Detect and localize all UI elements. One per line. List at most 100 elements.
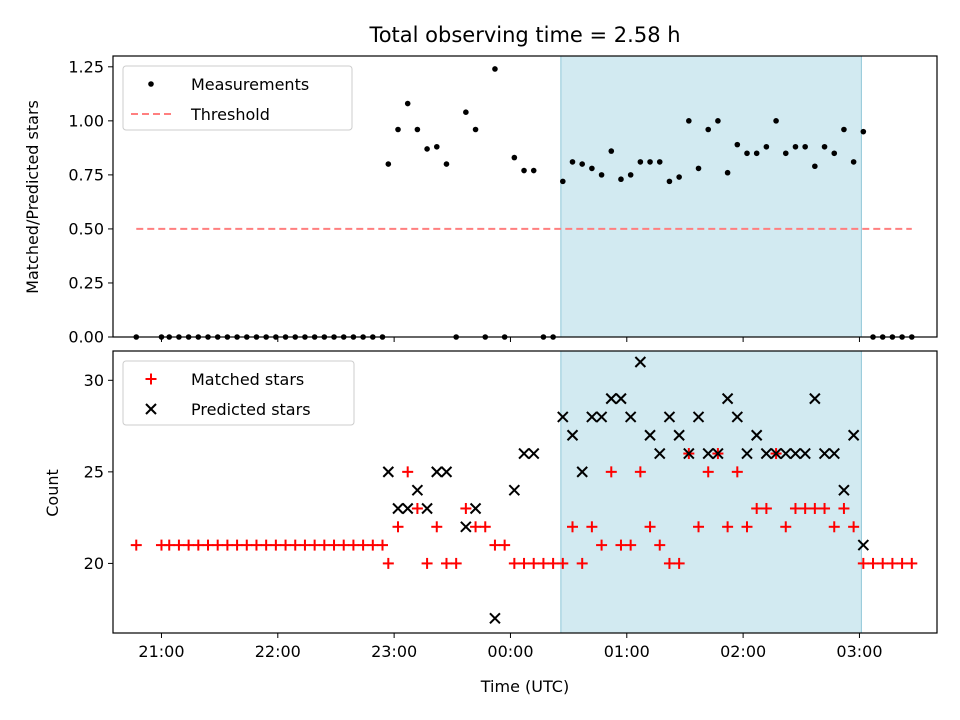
matched-star-marker	[673, 557, 685, 569]
matched-star-marker	[877, 557, 889, 569]
matched-star-marker	[867, 557, 879, 569]
measurement-point	[618, 176, 624, 183]
top-y-axis-label: Matched/Predicted stars	[23, 100, 42, 294]
matched-star-marker	[347, 539, 359, 551]
predicted-star-marker	[605, 392, 617, 405]
x-axis-label: Time (UTC)	[480, 677, 569, 696]
predicted-star-marker	[789, 447, 802, 460]
y-tick-label: 25	[84, 462, 104, 481]
predicted-star-marker	[382, 466, 395, 478]
measurement-point	[637, 159, 644, 165]
measurement-point	[443, 161, 450, 167]
predicted-star-marker	[838, 484, 850, 496]
legend-dot-symbol	[148, 81, 154, 87]
legend-plus-symbol	[145, 373, 157, 385]
matched-star-marker	[221, 539, 233, 551]
matched-star-marker	[634, 466, 646, 478]
bottom-y-axis-label: Count	[43, 469, 62, 517]
matched-star-marker	[299, 539, 311, 551]
measurement-point	[841, 126, 847, 133]
measurement-point	[850, 159, 857, 165]
measurement-point	[608, 148, 615, 154]
matched-star-marker	[318, 539, 330, 551]
measurement-point	[812, 163, 818, 170]
measurement-point	[385, 161, 392, 167]
matched-star-marker	[163, 539, 175, 551]
matched-star-marker	[848, 521, 860, 533]
matched-star-marker	[586, 521, 598, 533]
matched-star-marker	[450, 557, 462, 569]
predicted-star-marker	[489, 612, 501, 625]
y-tick-label: 20	[84, 554, 104, 573]
matched-star-marker	[663, 557, 675, 569]
predicted-star-marker	[615, 392, 627, 405]
measurement-point	[530, 167, 537, 174]
matched-star-marker	[440, 557, 452, 569]
predicted-star-marker	[721, 392, 734, 405]
measurement-point	[472, 126, 479, 133]
matched-star-marker	[693, 521, 705, 533]
observing-window-span	[560, 55, 862, 338]
predicted-star-marker	[663, 411, 676, 423]
predicted-star-marker	[634, 356, 647, 368]
matched-star-marker	[338, 539, 350, 551]
measurement-point	[589, 165, 595, 172]
y-tick-label: 30	[84, 371, 104, 390]
measurement-point	[773, 118, 779, 124]
matched-star-marker	[270, 539, 282, 551]
matched-star-marker	[751, 502, 763, 514]
matched-star-marker	[202, 539, 214, 551]
y-tick-label: 0.75	[68, 165, 104, 184]
x-tick-label: 21:00	[138, 642, 184, 661]
legend-box	[122, 360, 355, 426]
matched-star-marker	[596, 539, 608, 551]
matched-star-marker	[615, 539, 627, 551]
matched-star-marker	[231, 539, 243, 551]
predicted-star-marker	[624, 411, 637, 423]
matched-star-marker	[654, 539, 666, 551]
ratio-panel: 0.00 0.25 0.50 0.75 1.00 1.25 Measurements Thre…	[68, 55, 938, 347]
predicted-star-marker	[586, 411, 598, 423]
predicted-star-marker	[809, 392, 821, 405]
matched-star-marker	[809, 502, 821, 514]
predicted-star-marker	[421, 502, 433, 515]
predicted-star-marker	[731, 411, 744, 423]
matched-star-marker	[280, 539, 292, 551]
predicted-star-marker	[431, 466, 443, 478]
measurement-point	[792, 143, 799, 150]
matched-star-marker	[376, 539, 388, 551]
predicted-star-marker	[770, 447, 782, 460]
observing-window-span	[560, 350, 862, 634]
matched-star-marker	[421, 557, 433, 569]
predicted-star-marker	[750, 429, 763, 441]
matched-star-marker	[411, 502, 423, 514]
measurement-point	[763, 143, 770, 150]
matched-star-marker	[838, 502, 850, 514]
matched-star-marker	[789, 502, 801, 514]
measurement-point	[598, 172, 605, 178]
predicted-star-marker	[692, 411, 705, 423]
matched-star-marker	[250, 539, 262, 551]
predicted-star-marker	[469, 502, 482, 515]
measurement-point	[753, 150, 760, 157]
measurement-point	[724, 169, 731, 176]
matched-star-marker	[479, 521, 491, 533]
measurement-point	[560, 178, 566, 185]
predicted-star-marker	[654, 447, 666, 460]
measurement-point	[579, 161, 585, 167]
measurement-point	[511, 154, 518, 161]
predicted-star-marker	[518, 447, 530, 460]
matched-star-marker	[780, 521, 792, 533]
predicted-star-marker	[508, 484, 521, 496]
matched-star-marker	[644, 521, 656, 533]
matched-star-marker	[722, 521, 734, 533]
matched-star-marker	[557, 557, 569, 569]
matched-star-marker	[212, 539, 224, 551]
matched-star-marker	[431, 521, 443, 533]
predicted-star-marker	[566, 429, 579, 441]
y-tick-label: 0.50	[68, 219, 104, 238]
predicted-star-marker	[460, 521, 472, 533]
measurement-point	[695, 165, 702, 172]
measurement-point	[656, 159, 663, 165]
matched-star-marker	[241, 539, 253, 551]
